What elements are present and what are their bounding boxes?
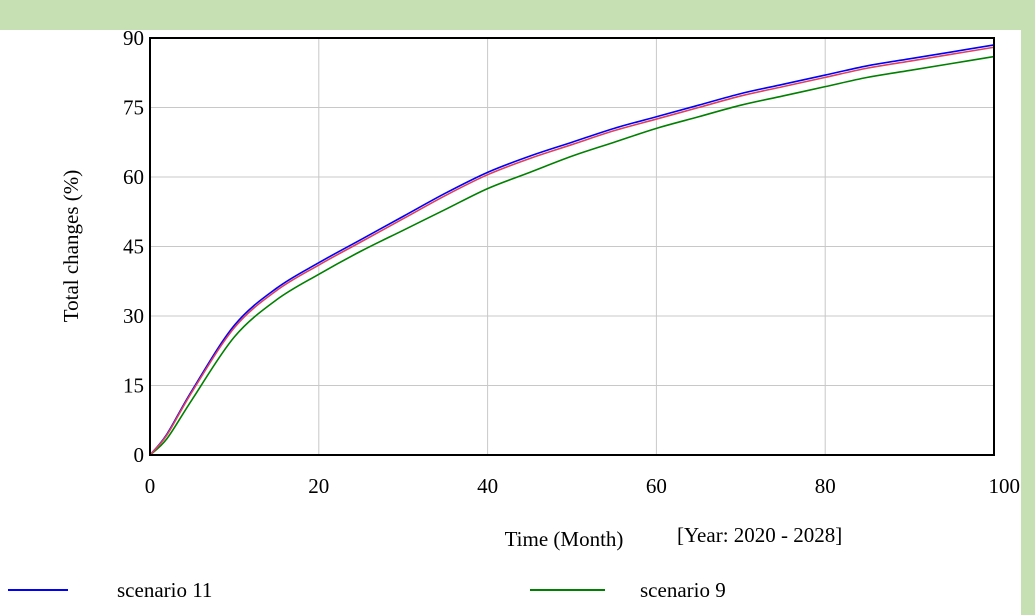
top-color-band — [0, 0, 1035, 30]
x-tick-label: 100 — [989, 474, 1021, 498]
x-axis-label: Time (Month) — [505, 527, 624, 551]
y-tick-label: 75 — [123, 96, 144, 120]
y-tick-label: 90 — [123, 26, 144, 50]
y-axis-label: Total changes (%) — [59, 170, 83, 322]
grid-lines — [150, 38, 994, 455]
series-line-scenario-11 — [149, 44, 995, 456]
y-tick-label: 15 — [123, 374, 144, 398]
x-tick-label: 80 — [815, 474, 836, 498]
legend-label-scenario-11: scenario 11 — [117, 578, 212, 602]
right-color-band — [1021, 0, 1035, 615]
x-axis-year-note: [Year: 2020 - 2028] — [677, 523, 842, 547]
legend: scenario 11 scenario 9 — [8, 578, 726, 602]
y-tick-labels: 0 15 30 45 60 75 90 — [123, 26, 144, 467]
x-tick-labels: 0 20 40 60 80 100 — [145, 474, 1020, 498]
y-tick-label: 30 — [123, 304, 144, 328]
x-tick-label: 20 — [308, 474, 329, 498]
x-tick-label: 60 — [646, 474, 667, 498]
series-lines — [149, 44, 995, 456]
x-tick-label: 40 — [477, 474, 498, 498]
x-tick-label: 0 — [145, 474, 156, 498]
y-tick-label: 0 — [134, 443, 145, 467]
y-tick-label: 60 — [123, 165, 144, 189]
plot-frame — [149, 37, 995, 456]
y-tick-label: 45 — [123, 235, 144, 259]
series-line-scenario-9 — [149, 55, 995, 456]
legend-label-scenario-9: scenario 9 — [640, 578, 726, 602]
series-line-unlabeled — [149, 46, 995, 456]
